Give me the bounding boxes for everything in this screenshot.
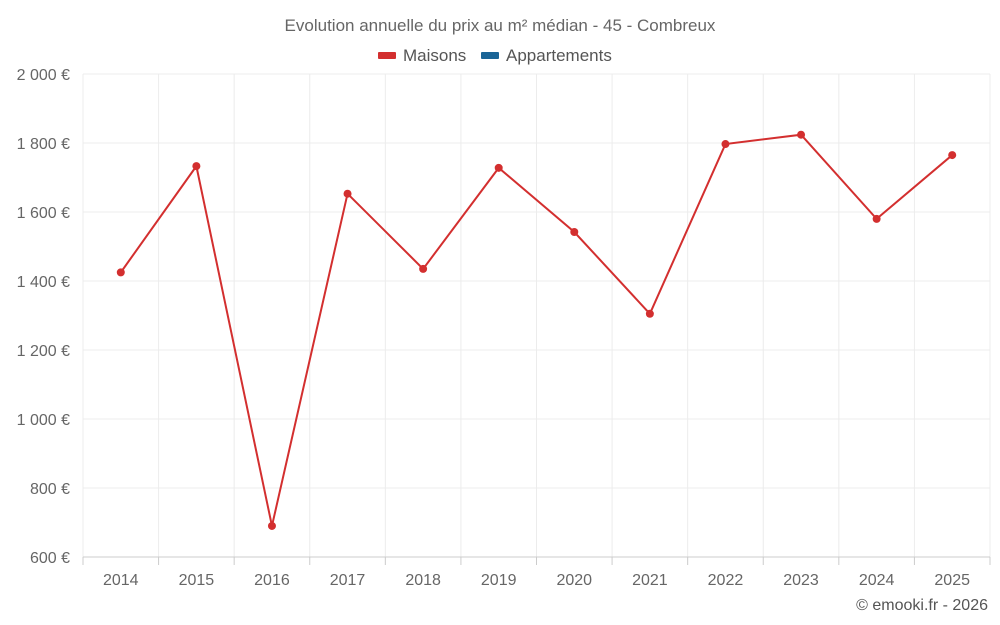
legend-item-appartements[interactable]: Appartements xyxy=(481,46,612,65)
legend-swatch-maisons xyxy=(378,52,396,59)
data-point-maisons-2024[interactable] xyxy=(872,214,881,223)
y-axis: 600 € 800 € 1 000 € 1 200 € 1 400 € 1 600 € 1 … xyxy=(17,67,70,567)
data-point-maisons-2023[interactable] xyxy=(797,130,806,139)
series-group xyxy=(116,130,957,530)
x-tick-label: 2025 xyxy=(934,572,970,589)
x-tick-label: 2024 xyxy=(859,572,895,589)
data-point-maisons-2022[interactable] xyxy=(721,140,730,149)
data-point-maisons-2016[interactable] xyxy=(267,521,276,530)
data-point-maisons-2015[interactable] xyxy=(192,162,201,171)
chart-title: Evolution annuelle du prix au m² médian … xyxy=(285,16,716,35)
x-tick-label: 2022 xyxy=(708,572,744,589)
legend: Maisons Appartements xyxy=(378,46,612,65)
data-point-maisons-2021[interactable] xyxy=(645,309,654,318)
data-point-maisons-2018[interactable] xyxy=(419,264,428,273)
x-tick-label: 2017 xyxy=(330,572,366,589)
legend-item-maisons[interactable]: Maisons xyxy=(378,46,466,65)
data-point-maisons-2020[interactable] xyxy=(570,228,579,237)
x-tick-label: 2023 xyxy=(783,572,819,589)
data-point-maisons-2019[interactable] xyxy=(494,163,503,172)
y-tick-label: 1 800 € xyxy=(17,136,70,153)
y-tick-label: 1 200 € xyxy=(17,343,70,360)
data-point-maisons-2017[interactable] xyxy=(343,189,352,198)
x-tick-label: 2014 xyxy=(103,572,139,589)
credit-text: © emooki.fr - 2026 xyxy=(856,597,988,614)
data-point-maisons-2025[interactable] xyxy=(948,151,957,160)
legend-label-maisons: Maisons xyxy=(403,46,466,65)
x-tick-label: 2015 xyxy=(179,572,215,589)
legend-swatch-appartements xyxy=(481,52,499,59)
x-tick-label: 2019 xyxy=(481,572,517,589)
x-tick-label: 2021 xyxy=(632,572,668,589)
x-tick-label: 2018 xyxy=(405,572,441,589)
y-tick-label: 1 400 € xyxy=(17,274,70,291)
legend-label-appartements: Appartements xyxy=(506,46,612,65)
x-tick-label: 2016 xyxy=(254,572,290,589)
x-tick-label: 2020 xyxy=(556,572,592,589)
y-tick-label: 1 600 € xyxy=(17,205,70,222)
y-tick-label: 1 000 € xyxy=(17,412,70,429)
y-tick-label: 2 000 € xyxy=(17,67,70,84)
grid xyxy=(82,73,991,557)
y-tick-label: 800 € xyxy=(30,481,70,498)
series-line-maisons xyxy=(119,133,953,527)
data-point-maisons-2014[interactable] xyxy=(116,268,125,277)
x-axis: 2014 2015 2016 2017 2018 2019 2020 2021 2022 2023… xyxy=(82,556,991,589)
y-tick-label: 600 € xyxy=(30,550,70,567)
